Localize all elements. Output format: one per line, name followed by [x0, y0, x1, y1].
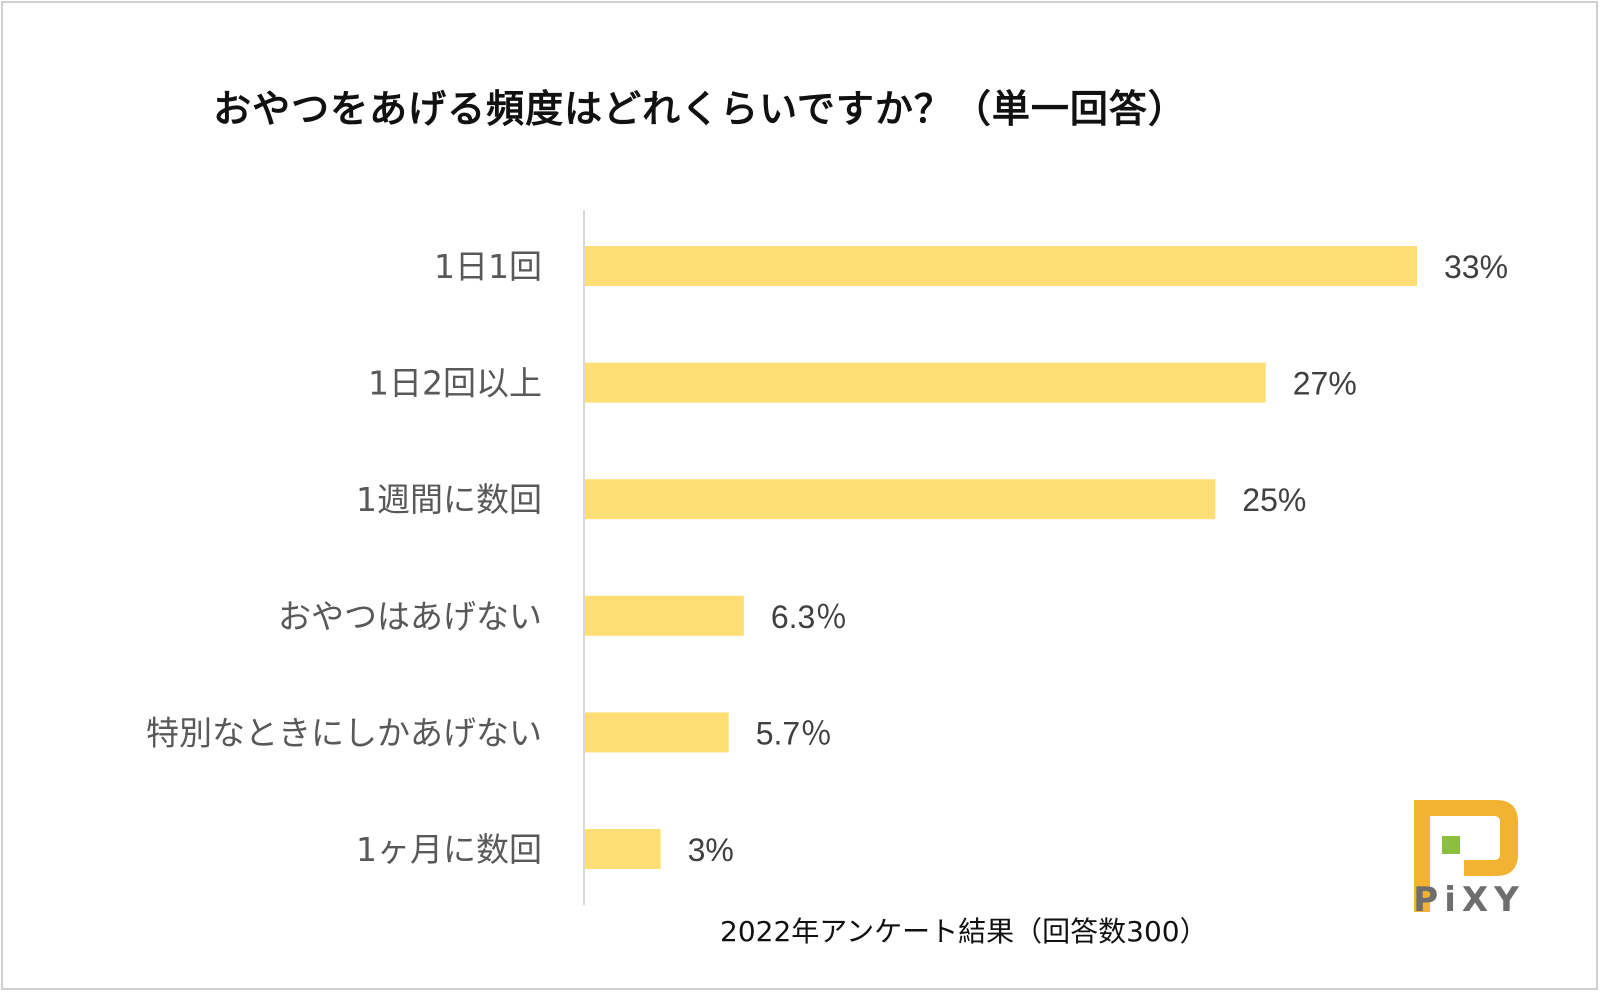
category-label: 1週間に数回: [356, 480, 542, 519]
bar: [585, 246, 1417, 286]
category-label: 1日1回: [434, 247, 542, 286]
bar: [585, 712, 729, 753]
value-label: 27%: [1293, 366, 1357, 402]
bar: [585, 595, 744, 636]
chart-title: おやつをあげる頻度はどれくらいですか？（単一回答）: [213, 87, 1187, 131]
value-label: 33%: [1444, 249, 1508, 285]
category-label: 1ヶ月に数回: [356, 830, 542, 869]
category-label: 1日2回以上: [368, 364, 542, 403]
survey-caption: 2022年アンケート結果（回答数300）: [720, 915, 1208, 948]
pixy-logo-icon: [1414, 800, 1518, 912]
bar: [585, 362, 1266, 403]
value-label: 6.3％: [771, 599, 848, 635]
bar: [585, 829, 661, 869]
pixy-logo-text: PiXY: [1413, 880, 1525, 920]
value-label: 3%: [688, 832, 734, 868]
value-label: 5.7％: [756, 715, 833, 751]
category-label: 特別なときにしかあげない: [146, 713, 542, 752]
value-label: 25%: [1242, 482, 1306, 518]
bar: [585, 479, 1216, 520]
category-label: おやつはあげない: [278, 597, 542, 636]
